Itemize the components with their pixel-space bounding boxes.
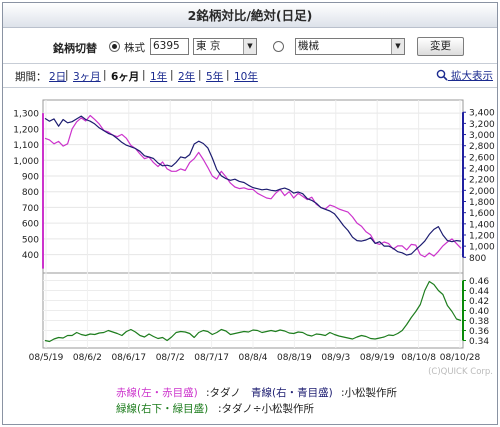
- x-axis-tick-label: 08/9/3: [321, 353, 350, 363]
- series-line-komatsu: [44, 115, 462, 256]
- right-axis-tick-label: 2,400: [469, 165, 495, 175]
- period-10y-link[interactable]: 10年: [234, 71, 258, 83]
- legend-blue-label: 青線(右・青目盛): [251, 387, 333, 399]
- period-label: 期間：: [15, 71, 47, 83]
- x-axis-tick-label: 08/6/17: [111, 353, 146, 363]
- ratio-axis-tick-label: 0.38: [469, 317, 489, 327]
- period-6m-current: 6ヶ月: [111, 71, 140, 83]
- legend-red-value: :タダノ: [206, 387, 241, 399]
- x-axis-tick-label: 08/7/17: [194, 353, 229, 363]
- x-axis-tick-label: 08/6/2: [73, 353, 102, 363]
- sector-select-value: 機械: [298, 40, 319, 52]
- sector-select[interactable]: 機械 ▼: [295, 38, 405, 55]
- left-axis-tick-label: 1,000: [13, 157, 39, 167]
- series-line-ratio: [44, 280, 462, 343]
- right-axis-tick-label: 2,800: [469, 142, 495, 152]
- right-axis-tick-label: 2,000: [469, 187, 495, 197]
- legend-green-value: :タダノ÷小松製作所: [218, 403, 315, 415]
- left-axis-tick-label: 400: [22, 251, 39, 261]
- ratio-axis-tick-label: 0.36: [469, 327, 489, 337]
- stock-switch-label: 銘柄切替: [53, 42, 97, 55]
- copyright-label: (C)QUICK Corp.: [428, 367, 493, 377]
- stock-switch-row: 銘柄切替 株式 6395 東 京 ▼ 機械 ▼ 変更: [3, 29, 497, 61]
- x-axis-tick-label: 08/7/2: [156, 353, 185, 363]
- x-axis-tick-label: 08/5/19: [29, 353, 64, 363]
- left-axis-tick-label: 700: [22, 204, 39, 214]
- legend: 赤線(左・赤目盛) :タダノ 青線(右・青目盛) :小松製作所 緑線(右下・緑目…: [3, 383, 497, 425]
- change-button[interactable]: 変更: [417, 37, 464, 56]
- right-axis-tick-label: 2,200: [469, 176, 495, 186]
- period-2y-link[interactable]: 2年: [178, 71, 196, 83]
- x-axis-tick-label: 08/10/8: [401, 353, 436, 363]
- ratio-axis-tick-label: 0.44: [469, 287, 489, 297]
- right-axis-tick-label: 3,200: [469, 120, 495, 130]
- period-2d-link[interactable]: 2日: [49, 71, 67, 83]
- left-axis-tick-label: 500: [22, 235, 39, 245]
- right-axis-tick-label: 1,800: [469, 198, 495, 208]
- x-axis-tick-label: 08/8/19: [277, 353, 312, 363]
- period-row: 期間： 2日 | 3ヶ月 | 6ヶ月 | 1年 | 2年 | 5年 | 10年 …: [3, 63, 497, 85]
- chevron-down-icon: ▼: [391, 39, 404, 54]
- right-axis-tick-label: 1,400: [469, 220, 495, 230]
- magnifier-icon: [436, 69, 448, 81]
- stock-code-input[interactable]: 6395: [150, 38, 189, 55]
- ratio-axis-tick-label: 0.42: [469, 297, 489, 307]
- stock-radio[interactable]: [109, 41, 120, 52]
- sector-radio[interactable]: [273, 41, 284, 52]
- left-axis-tick-label: 800: [22, 188, 39, 198]
- left-axis-tick-label: 1,100: [13, 141, 39, 151]
- legend-blue-value: :小松製作所: [341, 387, 398, 399]
- legend-green-label: 緑線(右下・緑目盛): [116, 403, 209, 415]
- left-axis-tick-label: 600: [22, 220, 39, 230]
- ratio-axis-tick-label: 0.46: [469, 277, 489, 287]
- right-axis-tick-label: 1,000: [469, 243, 495, 253]
- right-axis-tick-label: 3,400: [469, 109, 495, 119]
- left-axis-tick-label: 1,300: [13, 110, 39, 120]
- right-axis-tick-label: 800: [469, 254, 486, 264]
- stock-radio-label: 株式: [124, 42, 145, 54]
- left-axis-tick-label: 1,200: [13, 125, 39, 135]
- right-axis-tick-label: 3,000: [469, 131, 495, 141]
- market-select-value: 東 京: [196, 40, 221, 52]
- right-axis-tick-label: 1,200: [469, 231, 495, 241]
- chevron-down-icon: ▼: [243, 39, 256, 54]
- right-axis-tick-label: 1,600: [469, 209, 495, 219]
- left-axis-tick-label: 900: [22, 173, 39, 183]
- market-select[interactable]: 東 京 ▼: [193, 38, 257, 55]
- x-axis-tick-label: 08/10/28: [440, 353, 481, 363]
- legend-red-label: 赤線(左・赤目盛): [116, 387, 198, 399]
- zoom-link[interactable]: 拡大表示: [436, 68, 493, 83]
- right-axis-tick-label: 2,600: [469, 153, 495, 163]
- period-3m-link[interactable]: 3ヶ月: [73, 71, 101, 83]
- price-chart: 1,300 1,200 1,100 1,000 900 800 700 600 500 400 3,…: [13, 99, 495, 377]
- ratio-axis-tick-label: 0.40: [469, 307, 489, 317]
- x-axis-tick-label: 08/9/19: [360, 353, 395, 363]
- period-5y-link[interactable]: 5年: [206, 71, 224, 83]
- panel-title: 2銘柄対比/絶対(日足): [3, 3, 497, 28]
- period-1y-link[interactable]: 1年: [150, 71, 168, 83]
- ratio-axis-tick-label: 0.34: [469, 337, 489, 347]
- zoom-link-label: 拡大表示: [451, 70, 493, 82]
- chart-area: 1,300 1,200 1,100 1,000 900 800 700 600 500 400 3,…: [3, 87, 497, 379]
- x-axis-tick-label: 08/8/4: [239, 353, 268, 363]
